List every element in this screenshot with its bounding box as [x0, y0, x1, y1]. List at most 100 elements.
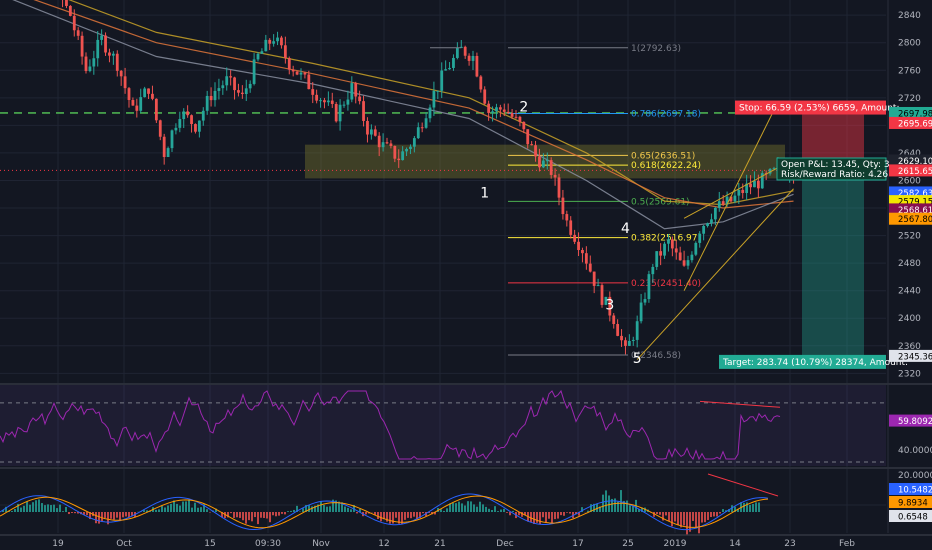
candle-body [741, 189, 745, 194]
macd-histogram-bar [497, 511, 499, 512]
candle-body [240, 92, 244, 95]
candle-body [420, 127, 424, 129]
macd-histogram-bar [524, 512, 526, 516]
macd-histogram-bar [47, 504, 49, 512]
macd-histogram-bar [194, 502, 196, 512]
trend-lines[interactable] [430, 47, 794, 360]
macd-histogram-bar [35, 500, 37, 512]
price-label: 2567.80 [898, 215, 932, 225]
price-axis[interactable]: 2840280027602720268026402600256025202480… [889, 11, 932, 523]
macd-value-label: 9.8934 [898, 499, 928, 509]
candle-body [522, 121, 526, 130]
time-tick: 14 [729, 539, 741, 549]
candle-body [104, 35, 107, 53]
macd-histogram-bar [38, 499, 40, 512]
order-labels[interactable]: Stop: 66.59 (2.53%) 6659, Amount: Target:… [719, 100, 908, 369]
macd-pane [0, 473, 779, 535]
target-label[interactable]: Target: 283.74 (10.79%) 28374, Amount: [722, 358, 908, 368]
candle-body [68, 5, 72, 16]
macd-histogram-bar [110, 512, 112, 519]
macd-histogram-bar [623, 500, 625, 512]
macd-histogram-bar [263, 512, 265, 518]
macd-histogram-bar [68, 512, 70, 515]
candle-body [287, 58, 291, 70]
candle-body [237, 90, 240, 93]
macd-histogram-bar [308, 505, 310, 512]
candle-body [323, 100, 326, 103]
time-axis[interactable]: 19 Oct 15 09:30 Nov 12 21 Dec 17 25 2019 14 23 Feb [52, 539, 855, 549]
candle-body [182, 111, 186, 120]
macd-histogram-bar [659, 512, 661, 515]
target-label-box[interactable] [719, 354, 886, 369]
price-label-box [889, 154, 932, 167]
macd-histogram-bar [392, 512, 394, 524]
price-tick: 2640 [898, 149, 921, 159]
candle-body [252, 59, 256, 84]
macd-histogram-bar [125, 512, 127, 517]
time-tick: 21 [434, 539, 445, 549]
candle-body [244, 88, 248, 95]
macd-histogram-bar [422, 512, 424, 514]
macd-histogram-bar [671, 512, 673, 527]
macd-histogram-bar [485, 506, 487, 512]
candle-body [373, 129, 377, 136]
macd-histogram-bar [44, 505, 46, 512]
macd-value-label: 0.6548 [898, 513, 928, 523]
stop-label[interactable]: Stop: 66.59 (2.53%) 6659, Amount: [739, 104, 899, 114]
macd-histogram-bar [617, 501, 619, 512]
candle-body [147, 88, 150, 94]
macd-histogram-bar [752, 503, 754, 512]
macd-histogram-bar [5, 506, 7, 512]
price-tick: 2760 [898, 66, 921, 76]
macd-histogram-bar [104, 512, 106, 518]
macd-histogram-bar [404, 512, 406, 520]
position-zones [305, 114, 864, 356]
macd-histogram-bar [443, 510, 445, 512]
macd-histogram-bar [101, 512, 103, 522]
candle-body [424, 118, 428, 128]
macd-histogram-bar [161, 506, 163, 512]
candle-body [710, 219, 713, 224]
stop-label-box[interactable] [735, 100, 886, 115]
wave-label-1: 1 [480, 186, 489, 202]
macd-histogram-bar [305, 505, 307, 512]
candle-body [713, 207, 717, 220]
candle-body [213, 90, 217, 101]
candle-body [260, 51, 264, 54]
price-label-box [889, 106, 932, 119]
macd-histogram-bar [251, 512, 253, 522]
macd-histogram-bar [275, 512, 277, 517]
macd-histogram-bar [353, 504, 355, 512]
candle-body [381, 142, 385, 148]
macd-histogram-bar [272, 512, 274, 516]
macd-histogram-bar [479, 501, 481, 512]
macd-value-box [889, 496, 932, 508]
macd-histogram-bar [560, 512, 562, 516]
macd-histogram-bar [719, 512, 721, 514]
price-label-box [889, 116, 932, 129]
candle-body [385, 142, 389, 144]
candle-body [248, 83, 252, 89]
price-label-box [889, 212, 932, 225]
macd-histogram-bar [317, 504, 319, 512]
macd-histogram-bar [242, 512, 244, 521]
pnl-box[interactable] [776, 157, 887, 181]
candle-body [108, 52, 111, 56]
macd-histogram-bar [536, 512, 538, 523]
moving-average-line [12, 0, 794, 230]
candle-body [745, 183, 749, 194]
candle-body [678, 252, 682, 261]
macd-histogram-bar [23, 505, 25, 512]
candle-body [635, 321, 639, 340]
macd-histogram-bar [260, 512, 262, 518]
channel-lower-line [636, 188, 794, 360]
macd-histogram-bar [323, 505, 325, 512]
price-label: 2697.98 [898, 109, 932, 119]
candle-body [311, 89, 315, 95]
resistance-zone [305, 144, 785, 179]
time-tick: 23 [784, 539, 795, 549]
candle-body [702, 225, 706, 234]
macd-histogram-bar [158, 509, 160, 512]
macd-histogram-bar [389, 512, 391, 524]
